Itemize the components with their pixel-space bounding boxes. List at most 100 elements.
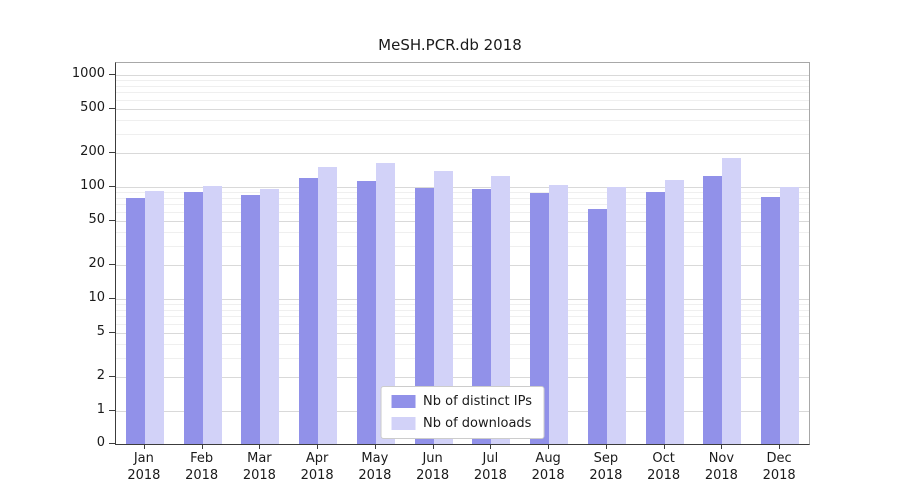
bar-distinct-ips xyxy=(645,192,665,444)
x-tick-mark xyxy=(432,444,434,449)
gridline-minor xyxy=(116,323,809,325)
x-tick-mark xyxy=(201,444,203,449)
gridline-major xyxy=(116,220,809,222)
y-tick-mark xyxy=(109,376,115,378)
bar-downloads xyxy=(664,180,684,444)
bar-downloads xyxy=(318,167,338,444)
y-tick-mark xyxy=(109,264,115,266)
bar-distinct-ips xyxy=(125,197,145,444)
bar-distinct-ips xyxy=(356,181,376,444)
y-tick-mark xyxy=(109,410,115,411)
bar-downloads xyxy=(144,190,164,444)
x-tick-mark xyxy=(548,444,550,449)
x-tick-mark xyxy=(259,444,261,449)
bar-distinct-ips xyxy=(472,189,492,444)
bar-downloads xyxy=(780,187,800,444)
gridline-major xyxy=(116,187,809,188)
y-tick-mark xyxy=(109,219,115,221)
plot-area: Nb of distinct IPs Nb of downloads xyxy=(115,62,810,445)
gridline-minor xyxy=(116,80,809,82)
gridline-minor xyxy=(116,85,809,87)
y-tick-mark xyxy=(109,186,115,187)
bar-distinct-ips xyxy=(587,209,607,444)
x-tick-label: Feb 2018 xyxy=(185,451,219,483)
legend-swatch-downloads xyxy=(391,417,416,430)
y-tick-label: 1000 xyxy=(71,66,105,81)
gridline-major xyxy=(116,75,809,76)
bar-distinct-ips xyxy=(183,192,203,444)
gridline-major xyxy=(116,265,809,267)
gridline-minor xyxy=(116,192,809,194)
x-tick-mark xyxy=(663,444,665,449)
bar-distinct-ips xyxy=(761,196,781,444)
gridline-minor xyxy=(116,133,809,135)
x-tick-label: Jul 2018 xyxy=(473,451,507,483)
x-tick-label: Dec 2018 xyxy=(762,451,796,483)
bar-downloads xyxy=(491,176,511,444)
y-tick-label: 500 xyxy=(80,99,105,115)
x-tick-label: Jan 2018 xyxy=(127,451,161,483)
legend: Nb of distinct IPs Nb of downloads xyxy=(380,386,545,439)
y-tick-mark xyxy=(109,298,115,299)
x-tick-label: May 2018 xyxy=(358,451,392,483)
gridline-minor xyxy=(116,211,809,213)
x-tick-label: Aug 2018 xyxy=(531,451,565,483)
y-tick-mark xyxy=(109,107,115,109)
y-tick-label: 1 xyxy=(96,402,105,417)
x-tick-mark xyxy=(143,444,145,449)
x-tick-mark xyxy=(721,444,723,449)
bar-distinct-ips xyxy=(299,178,319,444)
legend-entry-downloads: Nb of downloads xyxy=(391,416,532,431)
y-tick-label: 5 xyxy=(96,323,105,339)
y-tick-mark xyxy=(109,74,115,75)
gridline-minor xyxy=(116,231,809,233)
y-tick-label: 20 xyxy=(88,256,105,272)
x-tick-label: Jun 2018 xyxy=(416,451,450,483)
y-tick-label: 200 xyxy=(80,144,105,160)
chart-title: MeSH.PCR.db 2018 xyxy=(378,36,522,54)
gridline-minor xyxy=(116,92,809,94)
y-tick-label: 2 xyxy=(96,368,105,384)
bar-downloads xyxy=(375,162,395,444)
bar-downloads xyxy=(606,187,626,444)
gridline-minor xyxy=(116,316,809,318)
gridline-minor xyxy=(116,245,809,247)
gridline-minor xyxy=(116,204,809,206)
x-tick-label: Nov 2018 xyxy=(704,451,738,483)
x-tick-label: Mar 2018 xyxy=(242,451,276,483)
gridline-major xyxy=(116,108,809,110)
y-tick-label: 0 xyxy=(96,435,105,450)
x-tick-mark xyxy=(317,444,319,449)
bar-distinct-ips xyxy=(530,193,550,444)
gridline-major xyxy=(116,377,809,379)
gridline-minor xyxy=(116,304,809,306)
bar-downloads xyxy=(433,170,453,444)
bar-distinct-ips xyxy=(703,176,723,444)
bar-downloads xyxy=(202,186,222,444)
gridline-minor xyxy=(116,309,809,311)
bar-downloads xyxy=(549,184,569,444)
gridline-minor xyxy=(116,99,809,101)
y-tick-label: 50 xyxy=(88,211,105,227)
x-tick-label: Apr 2018 xyxy=(300,451,334,483)
x-tick-mark xyxy=(779,444,781,449)
bar-distinct-ips xyxy=(241,194,261,444)
x-tick-mark xyxy=(490,444,492,449)
legend-label-downloads: Nb of downloads xyxy=(423,416,532,431)
gridline-major xyxy=(116,153,809,155)
gridline-minor xyxy=(116,197,809,199)
legend-swatch-distinct-ips xyxy=(391,395,416,408)
x-tick-mark xyxy=(374,444,376,449)
legend-entry-distinct-ips: Nb of distinct IPs xyxy=(391,394,532,409)
x-tick-mark xyxy=(605,444,607,449)
y-tick-label: 100 xyxy=(80,178,105,193)
y-tick-mark xyxy=(109,443,115,444)
bar-distinct-ips xyxy=(414,188,434,444)
bar-downloads xyxy=(260,189,280,444)
gridline-minor xyxy=(116,119,809,121)
gridline-minor xyxy=(116,343,809,345)
y-tick-label: 10 xyxy=(88,290,105,305)
gridline-minor xyxy=(116,357,809,359)
legend-label-distinct-ips: Nb of distinct IPs xyxy=(423,394,532,409)
